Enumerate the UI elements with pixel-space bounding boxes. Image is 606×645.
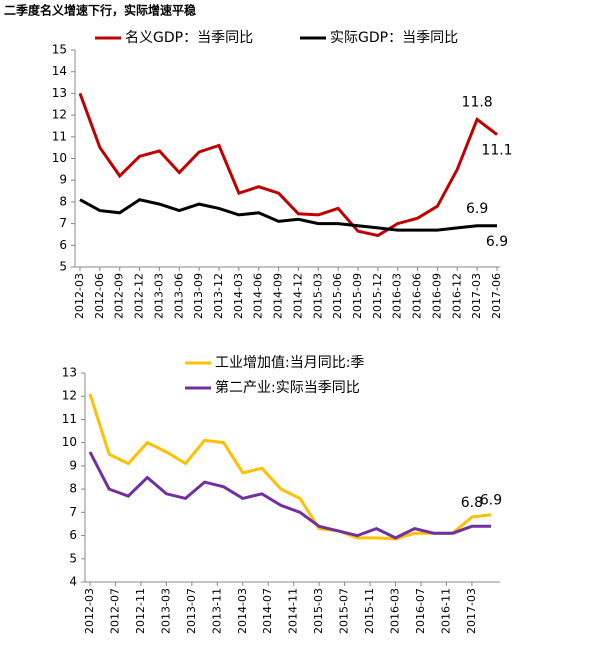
y-tick-label: 13: [62, 366, 77, 380]
y-tick-label: 14: [52, 64, 67, 78]
x-tick-label: 2013-07: [185, 588, 198, 634]
x-tick-label: 2014-03: [232, 273, 245, 319]
x-tick-label: 2017-03: [470, 273, 483, 319]
x-tick-label: 2014-11: [287, 588, 300, 634]
x-tick-label: 2014-09: [272, 273, 285, 319]
x-tick-label: 2017-03: [465, 588, 478, 634]
x-tick-label: 2014-07: [261, 588, 274, 634]
y-tick-label: 8: [59, 194, 67, 208]
x-tick-label: 2015-07: [338, 588, 351, 634]
data-label: 6.8: [461, 495, 483, 511]
x-tick-label: 2012-03: [73, 273, 86, 319]
y-tick-label: 11: [52, 129, 67, 143]
y-tick-label: 8: [69, 482, 77, 496]
x-tick-label: 2013-03: [159, 588, 172, 634]
x-tick-label: 2015-11: [363, 588, 376, 634]
y-tick-label: 9: [69, 458, 77, 472]
x-tick-label: 2013-12: [212, 273, 225, 319]
x-tick-label: 2015-03: [311, 273, 324, 319]
y-tick-label: 5: [69, 551, 77, 565]
x-tick-label: 2013-11: [210, 588, 223, 634]
x-tick-label: 2016-11: [439, 588, 452, 634]
y-tick-label: 4: [69, 575, 77, 589]
x-tick-label: 2016-09: [430, 273, 443, 319]
x-tick-label: 2013-03: [152, 273, 165, 319]
x-tick-label: 2012-06: [93, 273, 106, 319]
legend-label: 第二产业:实际当季同比: [215, 379, 360, 396]
data-label: 6.9: [486, 234, 508, 250]
x-tick-label: 2015-12: [371, 273, 384, 319]
legend-label: 工业增加值:当月同比:季: [215, 355, 364, 371]
series-line: [78, 92, 498, 238]
x-tick-label: 2016-07: [414, 588, 427, 634]
x-tick-label: 2015-09: [351, 273, 364, 319]
data-label: 11.8: [462, 94, 493, 110]
y-tick-label: 6: [59, 238, 67, 252]
data-label: 11.1: [481, 143, 512, 159]
x-tick-label: 2014-06: [252, 273, 265, 319]
legend-label: 名义GDP：当季同比: [125, 30, 253, 46]
series-line: [79, 198, 497, 232]
x-tick-label: 2016-03: [389, 588, 402, 634]
series-line: [88, 451, 491, 540]
y-tick-label: 10: [62, 435, 77, 449]
y-tick-label: 9: [59, 173, 67, 187]
y-tick-label: 12: [52, 108, 67, 122]
x-tick-label: 2017-06: [490, 273, 503, 319]
x-tick-label: 2015-03: [312, 588, 325, 634]
x-tick-label: 2013-09: [192, 273, 205, 319]
legend-label: 实际GDP：当季同比: [330, 30, 458, 46]
chart-title: 二季度名义增速下行，实际增速平稳: [4, 3, 196, 18]
x-tick-label: 2016-12: [450, 273, 463, 319]
x-tick-label: 2012-03: [83, 588, 96, 634]
x-tick-label: 2013-06: [172, 273, 185, 319]
y-tick-label: 5: [59, 260, 67, 274]
y-tick-label: 13: [52, 86, 67, 100]
x-tick-label: 2014-12: [291, 273, 304, 319]
x-tick-label: 2012-11: [134, 588, 147, 634]
y-tick-label: 11: [62, 412, 77, 426]
y-tick-label: 10: [52, 151, 67, 165]
x-tick-label: 2016-06: [411, 273, 424, 319]
x-tick-label: 2012-07: [108, 588, 121, 634]
data-label: 6.9: [466, 201, 488, 217]
y-tick-label: 7: [69, 505, 77, 519]
x-tick-label: 2012-12: [133, 273, 146, 319]
y-tick-label: 6: [69, 528, 77, 542]
x-tick-label: 2012-09: [113, 273, 126, 319]
y-tick-label: 15: [52, 43, 67, 57]
x-tick-label: 2014-03: [236, 588, 249, 634]
series-line: [88, 393, 492, 541]
x-tick-label: 2016-03: [391, 273, 404, 319]
y-tick-label: 7: [59, 216, 67, 230]
data-label: 6.9: [480, 493, 502, 509]
y-tick-label: 12: [62, 389, 77, 403]
x-tick-label: 2015-06: [331, 273, 344, 319]
